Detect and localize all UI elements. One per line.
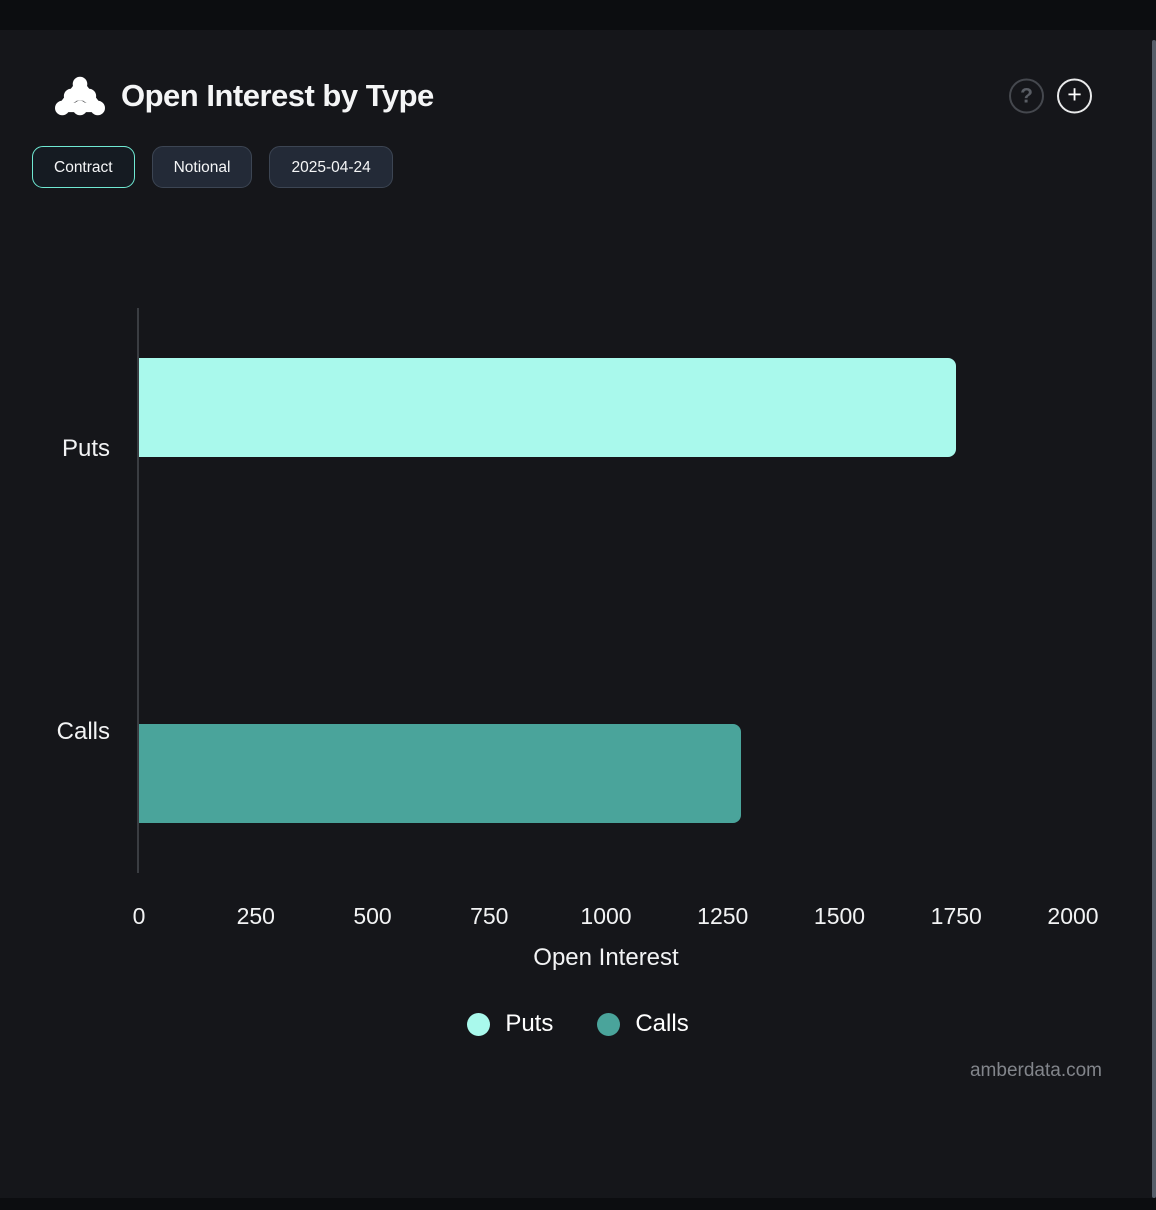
x-tick-label-1250: 1250 — [697, 903, 749, 929]
top-edge-strip — [0, 0, 1156, 30]
x-axis-title: Open Interest — [533, 944, 679, 971]
plus-icon: + — [1067, 80, 1082, 109]
notional-toggle-button[interactable]: Notional — [151, 146, 253, 188]
x-tick-label-1750: 1750 — [930, 903, 982, 929]
contract-toggle-button[interactable]: Contract — [32, 146, 135, 188]
legend-item-calls[interactable]: Calls — [597, 1010, 689, 1038]
watermark: amberdata.com — [969, 1060, 1102, 1081]
x-tick-label-500: 500 — [353, 903, 392, 929]
header-actions: ? + — [1009, 78, 1092, 114]
legend-label-calls: Calls — [635, 1010, 689, 1037]
vertical-scrollbar[interactable] — [1152, 40, 1156, 1198]
bottom-edge-strip — [0, 1198, 1156, 1210]
x-tick-label-1000: 1000 — [580, 903, 632, 929]
bar-calls[interactable] — [139, 724, 742, 823]
amberdata-logo-icon — [55, 76, 105, 116]
page-title: Open Interest by Type — [121, 78, 434, 113]
question-mark-icon: ? — [1020, 84, 1033, 107]
legend-dot-puts — [467, 1012, 491, 1036]
help-button[interactable]: ? — [1009, 78, 1044, 114]
panel-header: Open Interest by Type ? + — [55, 72, 1096, 120]
y-axis-line — [137, 308, 139, 873]
bar-puts[interactable] — [139, 358, 957, 457]
legend-label-puts: Puts — [505, 1010, 554, 1037]
expiration-date-button[interactable]: 2025-04-24 — [269, 146, 393, 188]
legend-item-puts[interactable]: Puts — [467, 1010, 553, 1038]
x-tick-label-0: 0 — [132, 903, 146, 929]
legend-dot-calls — [597, 1012, 621, 1036]
chart-toolbar: Contract Notional 2025-04-24 — [32, 146, 393, 188]
x-tick-label-1500: 1500 — [813, 903, 866, 929]
add-button[interactable]: + — [1057, 78, 1092, 114]
x-tick-label-2000: 2000 — [1047, 903, 1099, 929]
chart-legend: Puts Calls — [0, 1010, 1156, 1038]
y-tick-label-puts: Puts — [61, 435, 110, 462]
x-tick-label-250: 250 — [236, 903, 275, 929]
y-tick-label-calls: Calls — [56, 718, 110, 745]
x-tick-label-750: 750 — [470, 903, 509, 929]
